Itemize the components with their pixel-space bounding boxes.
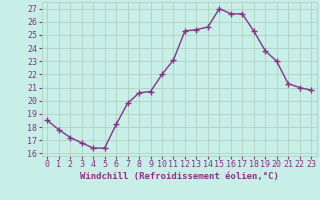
X-axis label: Windchill (Refroidissement éolien,°C): Windchill (Refroidissement éolien,°C) [80, 172, 279, 181]
